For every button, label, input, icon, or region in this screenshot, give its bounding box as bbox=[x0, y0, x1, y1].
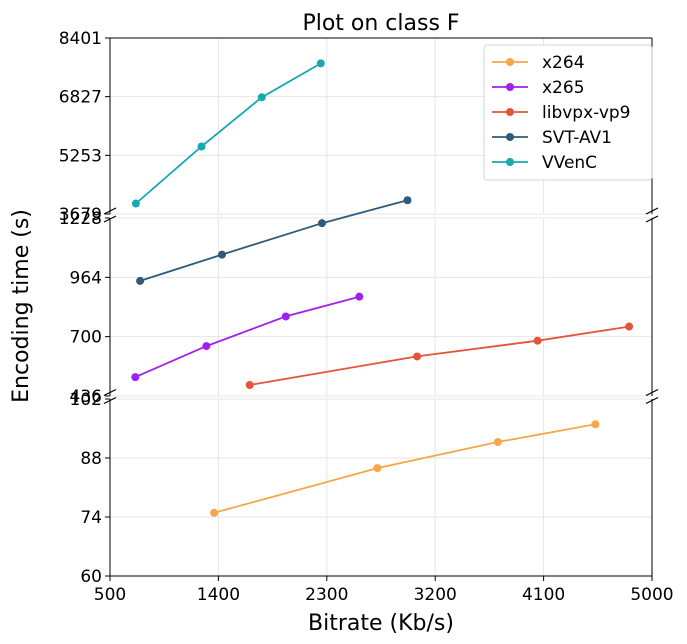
data-point bbox=[131, 373, 140, 382]
data-point bbox=[317, 219, 326, 228]
series-line bbox=[135, 62, 322, 205]
series-libvpx-vp9 bbox=[245, 322, 634, 389]
legend-entry: VVenC bbox=[492, 153, 597, 173]
series-svt-av1 bbox=[136, 196, 412, 285]
legend-label: libvpx-vp9 bbox=[542, 103, 631, 123]
legend-entry: x264 bbox=[492, 53, 585, 73]
data-point bbox=[281, 312, 290, 321]
data-point bbox=[202, 342, 211, 351]
legend-swatch-marker bbox=[506, 133, 514, 141]
y-tick-label: 88 bbox=[80, 449, 102, 469]
chart-title: Plot on class F bbox=[302, 11, 459, 36]
y-tick-label: 74 bbox=[80, 508, 102, 528]
y-tick-label: 436 bbox=[70, 387, 102, 407]
legend-label: x264 bbox=[542, 53, 585, 73]
data-point bbox=[413, 352, 422, 361]
x-tick-label: 2300 bbox=[305, 585, 348, 605]
data-point bbox=[591, 420, 600, 429]
data-point bbox=[355, 292, 364, 301]
data-point bbox=[257, 93, 266, 102]
axis-break-mark bbox=[645, 396, 659, 405]
series-x264 bbox=[210, 420, 600, 517]
series-line bbox=[134, 295, 360, 378]
x-tick-label: 5000 bbox=[630, 585, 673, 605]
legend-label: SVT-AV1 bbox=[542, 128, 612, 148]
series-vvenc bbox=[131, 59, 325, 208]
y-tick-label: 8401 bbox=[59, 29, 102, 49]
axis-break-mark bbox=[645, 207, 659, 215]
data-point bbox=[131, 199, 140, 208]
data-point bbox=[316, 59, 325, 68]
axis-break-mark bbox=[103, 396, 117, 405]
x-tick-label: 4100 bbox=[522, 585, 565, 605]
data-point bbox=[625, 322, 634, 331]
data-point bbox=[493, 437, 502, 446]
axis-break-mark bbox=[103, 207, 117, 215]
x-tick-label: 3200 bbox=[414, 585, 457, 605]
legend-entry: x265 bbox=[492, 78, 585, 98]
legend-entry: libvpx-vp9 bbox=[492, 103, 631, 123]
data-point bbox=[210, 508, 219, 517]
y-tick-label: 5253 bbox=[59, 146, 102, 166]
data-point bbox=[197, 142, 206, 151]
y-tick-label: 700 bbox=[70, 328, 102, 348]
legend-entry: SVT-AV1 bbox=[492, 128, 612, 148]
legend-label: x265 bbox=[542, 78, 585, 98]
data-point bbox=[373, 464, 382, 473]
y-tick-label: 964 bbox=[70, 268, 102, 288]
y-axis-title: Encoding time (s) bbox=[9, 209, 34, 403]
x-tick-label: 1400 bbox=[197, 585, 240, 605]
data-point bbox=[136, 276, 145, 285]
series-line bbox=[139, 199, 408, 282]
legend-swatch-marker bbox=[506, 108, 514, 116]
series-line bbox=[249, 325, 630, 386]
axis-break-mark bbox=[645, 388, 659, 397]
data-point bbox=[403, 196, 412, 205]
axis-break-mark bbox=[103, 388, 117, 397]
legend-box bbox=[483, 44, 653, 181]
axis-break-mark bbox=[103, 215, 117, 223]
legend-swatch-marker bbox=[506, 58, 514, 66]
y-tick-label: 1228 bbox=[59, 209, 102, 229]
axis-break-mark bbox=[645, 215, 659, 223]
y-tick-label: 6827 bbox=[59, 88, 102, 108]
series-line bbox=[213, 423, 596, 514]
legend-swatch-marker bbox=[506, 83, 514, 91]
y-tick-label: 102 bbox=[70, 390, 102, 410]
legend-swatch-marker bbox=[506, 158, 514, 166]
y-tick-label: 3679 bbox=[59, 205, 102, 225]
legend: x264 x265 libvpx-vp9 SVT-AV1 VVenC bbox=[483, 44, 653, 181]
y-tick-label: 60 bbox=[80, 567, 102, 587]
data-point bbox=[533, 336, 542, 345]
x-axis-title: Bitrate (Kb/s) bbox=[308, 611, 454, 636]
data-point bbox=[245, 380, 254, 389]
data-point bbox=[218, 250, 227, 259]
legend-label: VVenC bbox=[542, 153, 597, 173]
panel-bottom: 60 74 88 102 bbox=[70, 390, 653, 587]
panel-middle: 436 700 964 1228 bbox=[59, 209, 653, 407]
series-x265 bbox=[131, 292, 364, 382]
x-tick-label: 500 bbox=[94, 585, 126, 605]
